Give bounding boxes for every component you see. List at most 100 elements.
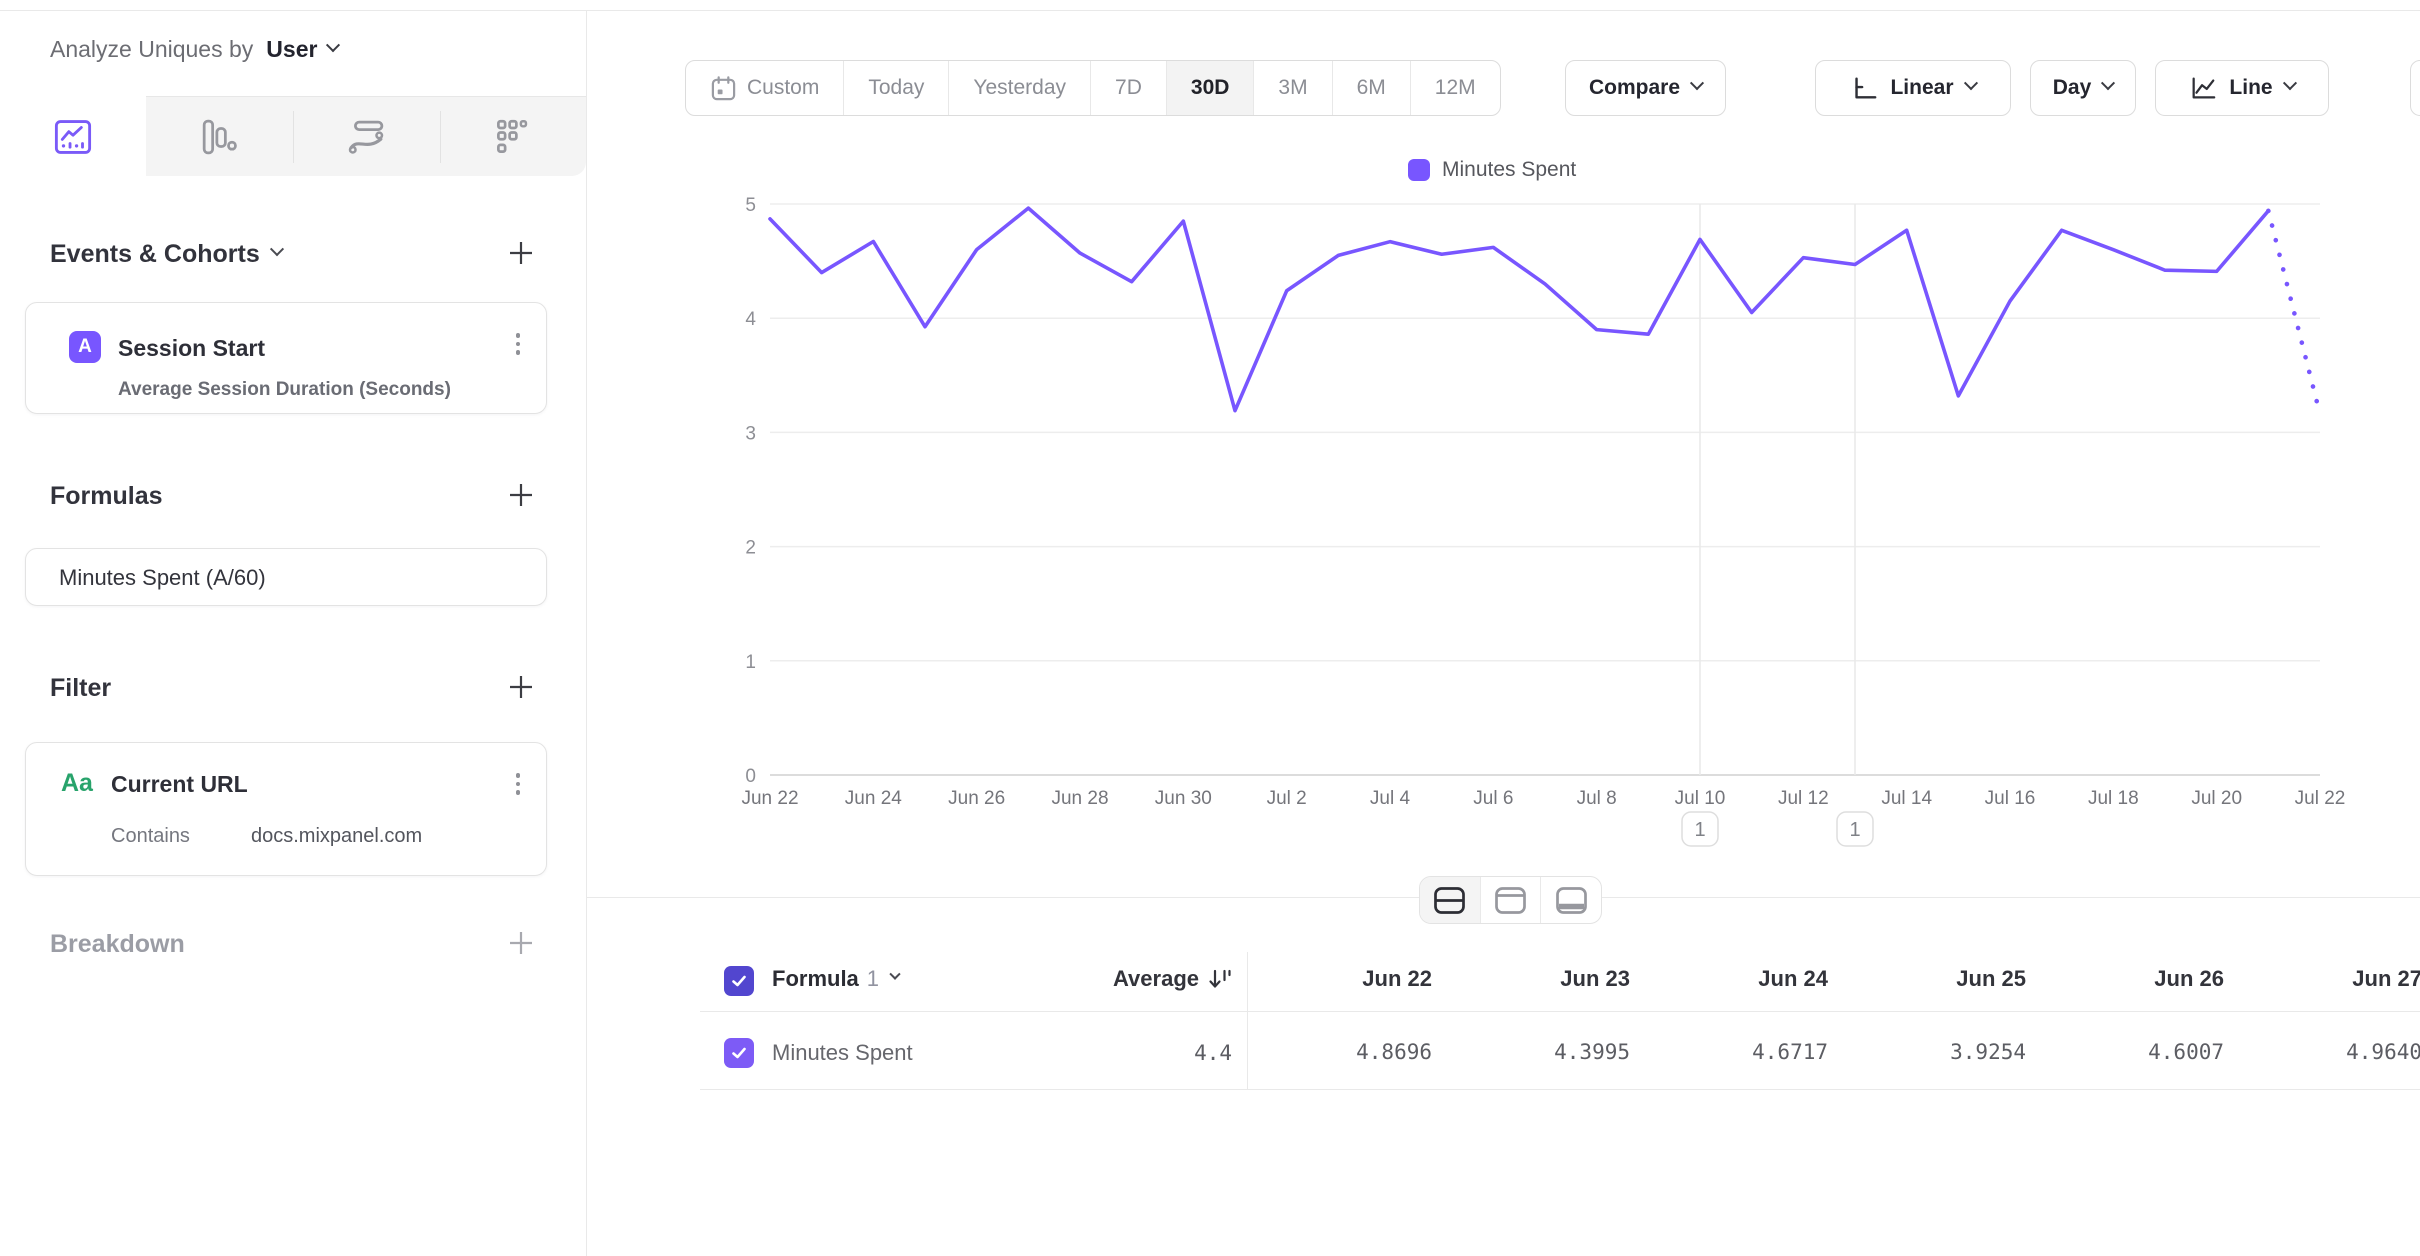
chart-legend: Minutes Spent — [1408, 158, 1576, 182]
kebab-menu-icon[interactable] — [515, 773, 520, 795]
filter-card-current-url[interactable]: Aa Current URL Contains docs.mixpanel.co… — [25, 742, 547, 876]
series-row-label: Minutes Spent — [772, 1040, 913, 1065]
partial-offscreen-button[interactable] — [2410, 60, 2420, 116]
chevron-down-icon — [889, 968, 901, 980]
series-row-checkbox[interactable] — [724, 1038, 754, 1068]
tab-metrics[interactable] — [440, 97, 586, 177]
line-chart[interactable]: 0 1 2 3 4 5 1 1 Jun 22 Jun 24 Jun 26 Jun 28 Jun 30 Ju… — [586, 190, 2420, 870]
cell-value: 3.9254 — [1950, 1040, 2026, 1064]
chart-type-line-button[interactable]: Line — [2155, 60, 2329, 116]
plus-icon — [510, 484, 532, 506]
add-breakdown-button[interactable] — [504, 926, 538, 960]
compare-button[interactable]: Compare — [1565, 60, 1726, 116]
formula-group-checkbox[interactable] — [724, 966, 754, 996]
filter-value[interactable]: docs.mixpanel.com — [251, 825, 423, 847]
chevron-down-icon — [2101, 75, 2116, 90]
event-letter-badge: A — [69, 331, 101, 363]
cell-value: 4.9640 — [2346, 1040, 2420, 1064]
svg-text:Jun 30: Jun 30 — [1155, 788, 1212, 809]
svg-text:2: 2 — [745, 538, 756, 559]
svg-text:Jun 22: Jun 22 — [741, 788, 798, 809]
analyze-value-dropdown[interactable]: User — [266, 36, 318, 62]
svg-text:Jul 20: Jul 20 — [2191, 788, 2242, 809]
range-yesterday[interactable]: Yesterday — [948, 61, 1090, 115]
filter-operator[interactable]: Contains — [111, 825, 190, 847]
axis-scale-icon — [1855, 77, 1877, 99]
calendar-icon — [711, 75, 736, 100]
sidebar-divider — [586, 10, 587, 1256]
interval-day-button[interactable]: Day — [2030, 60, 2136, 116]
check-icon — [732, 975, 746, 987]
analyze-uniques-by: Analyze Uniques by User — [50, 36, 341, 63]
svg-text:Jun 26: Jun 26 — [948, 788, 1005, 809]
average-value: 4.4 — [1194, 1041, 1232, 1065]
svg-text:Jul 12: Jul 12 — [1778, 788, 1829, 809]
svg-text:Jul 18: Jul 18 — [2088, 788, 2139, 809]
add-formula-button[interactable] — [504, 478, 538, 512]
event-title: Session Start — [118, 335, 265, 361]
tab-divider — [440, 111, 441, 163]
string-property-icon: Aa — [61, 769, 93, 797]
tab-flows[interactable] — [293, 97, 439, 177]
legend-swatch — [1408, 159, 1430, 181]
scale-linear-button[interactable]: Linear — [1815, 60, 2011, 116]
cell-value: 4.6007 — [2148, 1040, 2224, 1064]
svg-text:1: 1 — [1694, 819, 1705, 841]
svg-text:5: 5 — [745, 195, 756, 216]
formula-group-dropdown[interactable]: Formula 1 — [772, 966, 901, 992]
line-chart-icon — [54, 120, 92, 154]
svg-text:3: 3 — [745, 423, 756, 444]
cell-value: 4.8696 — [1356, 1040, 1432, 1064]
range-3m[interactable]: 3M — [1253, 61, 1331, 115]
bar-chart-icon — [202, 119, 237, 155]
svg-text:4: 4 — [745, 309, 756, 330]
svg-text:Jun 24: Jun 24 — [845, 788, 902, 809]
cell-value: 4.6717 — [1752, 1040, 1828, 1064]
analyze-label: Analyze Uniques by — [50, 36, 254, 62]
layout-split-view-button[interactable] — [1420, 877, 1480, 923]
column-header: Jun 27 — [2352, 966, 2420, 991]
tab-insights-line[interactable] — [0, 96, 146, 178]
layout-chart-view-button[interactable] — [1479, 877, 1541, 923]
event-aggregation[interactable]: Average Session Duration (Seconds) — [118, 379, 451, 400]
flow-icon — [348, 120, 384, 154]
table-row-border — [700, 1089, 2420, 1090]
date-range-control: Custom Today Yesterday 7D 30D 3M 6M 12M — [685, 60, 1501, 116]
events-cohorts-header[interactable]: Events & Cohorts — [50, 240, 284, 269]
chevron-down-icon — [269, 242, 284, 257]
range-today[interactable]: Today — [843, 61, 948, 115]
svg-text:Jul 2: Jul 2 — [1267, 788, 1307, 809]
formula-expression: Minutes Spent (A/60) — [59, 565, 266, 590]
add-event-button[interactable] — [504, 236, 538, 270]
svg-text:Jul 10: Jul 10 — [1675, 788, 1726, 809]
metric-grid-icon — [497, 119, 528, 153]
range-custom[interactable]: Custom — [686, 61, 843, 115]
chevron-down-icon — [1689, 75, 1705, 90]
formula-card[interactable]: Minutes Spent (A/60) — [25, 548, 547, 606]
layout-table-view-button[interactable] — [1540, 877, 1601, 923]
svg-text:0: 0 — [745, 766, 756, 787]
svg-text:Jun 28: Jun 28 — [1051, 788, 1108, 809]
svg-text:1: 1 — [745, 652, 756, 673]
average-column-header[interactable]: Average — [1000, 966, 1232, 992]
filter-property: Current URL — [111, 771, 248, 797]
svg-text:Jul 6: Jul 6 — [1473, 788, 1513, 809]
split-view-icon — [1434, 886, 1466, 914]
column-header: Jun 22 — [1362, 966, 1432, 991]
range-30d-selected[interactable]: 30D — [1165, 61, 1254, 115]
tab-divider — [293, 111, 294, 163]
add-filter-button[interactable] — [504, 670, 538, 704]
plus-icon — [510, 676, 532, 698]
tab-bar-chart[interactable] — [146, 97, 292, 177]
range-7d[interactable]: 7D — [1090, 61, 1166, 115]
table-header-border — [700, 1011, 2420, 1012]
column-header: Jun 25 — [1956, 966, 2026, 991]
svg-text:1: 1 — [1849, 819, 1860, 841]
kebab-menu-icon[interactable] — [515, 333, 520, 355]
filter-label: Filter — [50, 674, 112, 702]
table-column-divider — [1247, 952, 1248, 1089]
event-card-session-start[interactable]: A Session Start Average Session Duration… — [25, 302, 547, 414]
breakdown-label: Breakdown — [50, 930, 185, 958]
range-12m[interactable]: 12M — [1409, 61, 1500, 115]
range-6m[interactable]: 6M — [1331, 61, 1410, 115]
